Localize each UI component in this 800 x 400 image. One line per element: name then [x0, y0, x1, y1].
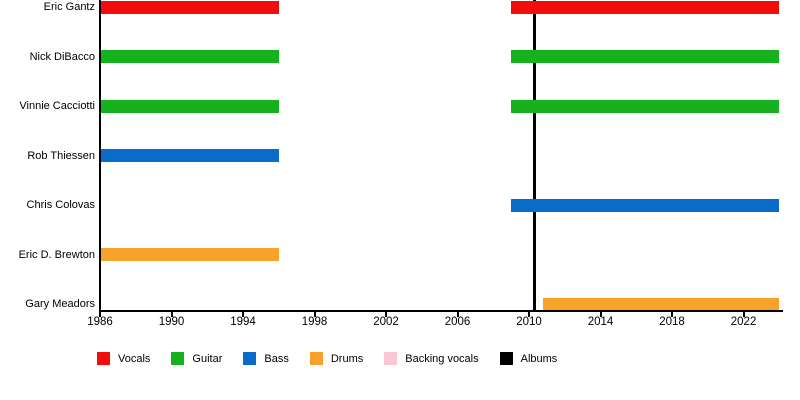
axis-tick: [456, 312, 459, 317]
x-axis-line: [99, 310, 783, 312]
axis-tick: [599, 312, 602, 317]
legend-swatch-backing-vocals: [384, 352, 398, 365]
member-bar: [100, 0, 279, 14]
member-bar: [100, 149, 279, 162]
member-bar: [511, 50, 780, 63]
legend-item: Vocals: [97, 352, 150, 365]
member-bar: [511, 0, 780, 14]
legend-label: Drums: [330, 352, 364, 365]
legend-label: Guitar: [192, 352, 223, 365]
axis-tick: [313, 312, 316, 317]
album-marker-line: [532, 0, 536, 310]
axis-tick-label: 2006: [444, 316, 471, 328]
legend-label: Vocals: [118, 352, 151, 365]
legend-item: Bass: [243, 352, 289, 365]
axis-tick-label: 2022: [730, 316, 757, 328]
axis-tick-label: 2018: [659, 316, 685, 328]
axis-tick: [385, 312, 388, 317]
member-bar: [543, 297, 780, 311]
axis-tick-label: 1994: [230, 316, 256, 328]
member-bar: [511, 99, 780, 113]
legend-item: Albums: [499, 352, 558, 365]
axis-tick-label: 2010: [516, 316, 542, 328]
legend: Vocals Guitar Bass Drums Backing vocals Album…: [97, 352, 557, 365]
member-label: Vinnie Cacciotti: [19, 100, 95, 112]
axis-tick: [170, 312, 173, 317]
member-bar: [100, 99, 279, 113]
axis-tick-label: 2002: [373, 316, 399, 328]
axis-tick-label: 1998: [301, 316, 328, 328]
legend-swatch-bass: [243, 352, 257, 365]
member-bar: [511, 198, 780, 212]
legend-swatch-albums: [499, 352, 513, 365]
legend-label: Albums: [520, 352, 558, 365]
member-bar: [100, 248, 279, 261]
y-axis-line: [99, 0, 101, 310]
legend-label: Bass: [264, 352, 289, 365]
member-label: Gary Meadors: [25, 298, 95, 310]
axis-tick-label: 1990: [158, 316, 185, 328]
legend-label: Backing vocals: [405, 352, 479, 365]
axis-tick-label: 1986: [87, 316, 113, 328]
member-label: Eric Gantz: [43, 1, 95, 13]
legend-swatch-vocals: [97, 352, 110, 365]
plot-area: Eric Gantz Nick DiBacco Vinnie Cacciotti Ro…: [18, 0, 783, 328]
axis-tick: [671, 312, 674, 317]
legend-item: Guitar: [171, 352, 222, 365]
axis-tick-label: 2014: [587, 316, 614, 328]
axis-tick: [528, 312, 531, 317]
legend-swatch-guitar: [171, 352, 185, 365]
member-bar: [100, 50, 279, 63]
axis-tick: [242, 312, 244, 317]
axis-tick: [99, 312, 101, 317]
legend-item: Backing vocals: [384, 352, 479, 365]
member-label: Nick DiBacco: [29, 50, 95, 63]
member-label: Eric D. Brewton: [18, 248, 95, 261]
member-label: Rob Thiessen: [27, 149, 95, 162]
axis-tick: [742, 312, 745, 317]
legend-swatch-drums: [309, 352, 323, 365]
member-label: Chris Colovas: [26, 199, 95, 211]
legend-item: Drums: [309, 352, 364, 365]
